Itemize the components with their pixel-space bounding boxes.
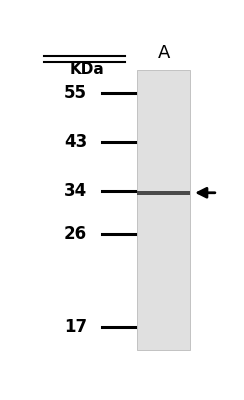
Text: 43: 43 <box>64 133 87 151</box>
Text: KDa: KDa <box>70 62 105 77</box>
Bar <box>137 191 190 195</box>
Text: 34: 34 <box>64 182 87 200</box>
Text: 26: 26 <box>64 225 87 243</box>
Text: A: A <box>158 44 170 62</box>
Text: 17: 17 <box>64 318 87 336</box>
Text: 55: 55 <box>64 84 87 102</box>
Bar <box>137 70 190 350</box>
